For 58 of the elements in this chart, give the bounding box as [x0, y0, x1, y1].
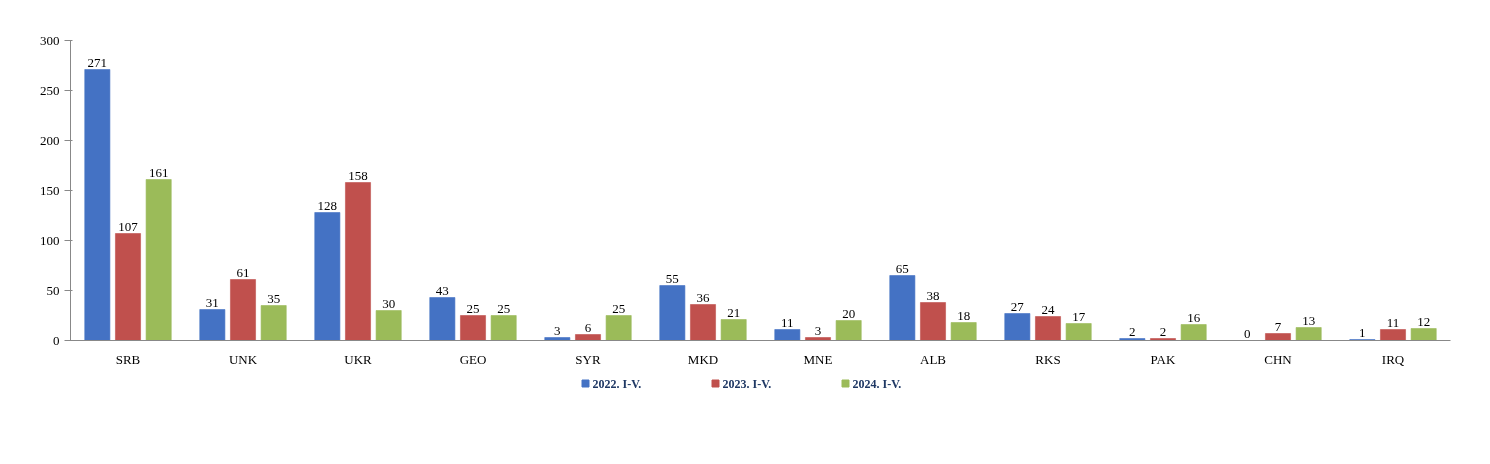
data-label: 0: [1244, 325, 1251, 341]
x-tick-label: UKR: [344, 351, 373, 367]
data-label: 17: [1072, 308, 1086, 324]
data-label: 3: [814, 322, 822, 338]
data-label: 271: [87, 54, 108, 70]
data-label: 25: [612, 300, 626, 316]
x-tick-label: MNE: [803, 351, 833, 367]
data-label: 2: [1129, 323, 1136, 339]
data-label: 161: [148, 164, 169, 180]
y-tick-label: 50: [46, 282, 60, 298]
x-tick-label: ALB: [920, 351, 947, 367]
data-label: 7: [1274, 318, 1282, 334]
data-label: 13: [1302, 312, 1316, 328]
y-tick-label: 250: [40, 82, 60, 98]
data-label: 20: [842, 305, 856, 321]
data-label: 11: [1386, 314, 1400, 330]
legend-label: 2024. I-V.: [852, 376, 902, 391]
data-label: 31: [205, 294, 219, 310]
data-label: 24: [1041, 301, 1055, 317]
y-tick-label: 200: [40, 132, 60, 148]
data-label: 30: [382, 295, 396, 311]
data-label: 107: [118, 218, 139, 234]
data-label: 18: [957, 307, 971, 323]
data-label: 21: [727, 304, 741, 320]
x-tick-label: SYR: [575, 351, 601, 367]
y-tick-label: 150: [40, 182, 60, 198]
x-tick-label: IRQ: [1381, 351, 1405, 367]
data-label: 55: [665, 270, 679, 286]
data-label: 6: [584, 319, 592, 335]
y-tick-label: 0: [53, 332, 60, 348]
x-tick-label: GEO: [459, 351, 487, 367]
y-tick-label: 100: [40, 232, 60, 248]
x-tick-label: SRB: [115, 351, 141, 367]
data-label: 12: [1417, 313, 1431, 329]
data-label: 128: [317, 197, 338, 213]
data-label: 16: [1187, 309, 1201, 325]
legend-label: 2022. I-V.: [592, 376, 642, 391]
x-tick-label: MKD: [687, 351, 719, 367]
data-label: 158: [348, 167, 368, 183]
data-label: 65: [895, 260, 909, 276]
x-tick-label: RKS: [1035, 351, 1061, 367]
data-label: 25: [497, 300, 511, 316]
data-label: 27: [1010, 298, 1025, 314]
data-label: 25: [466, 300, 480, 316]
data-label: 43: [435, 282, 449, 298]
data-label: 35: [267, 290, 281, 306]
data-label: 3: [554, 322, 561, 338]
x-tick-label: UNK: [228, 351, 258, 367]
x-tick-label: CHN: [1264, 351, 1293, 367]
data-label: 36: [696, 289, 710, 305]
data-label: 11: [781, 314, 794, 330]
legend-label: 2023. I-V.: [722, 376, 772, 391]
data-label: 1: [1359, 324, 1366, 340]
data-label: 2: [1159, 323, 1167, 339]
data-label: 61: [236, 264, 250, 280]
y-tick-label: 300: [40, 32, 60, 48]
x-tick-label: PAK: [1150, 351, 1177, 367]
data-label: 38: [926, 287, 940, 303]
